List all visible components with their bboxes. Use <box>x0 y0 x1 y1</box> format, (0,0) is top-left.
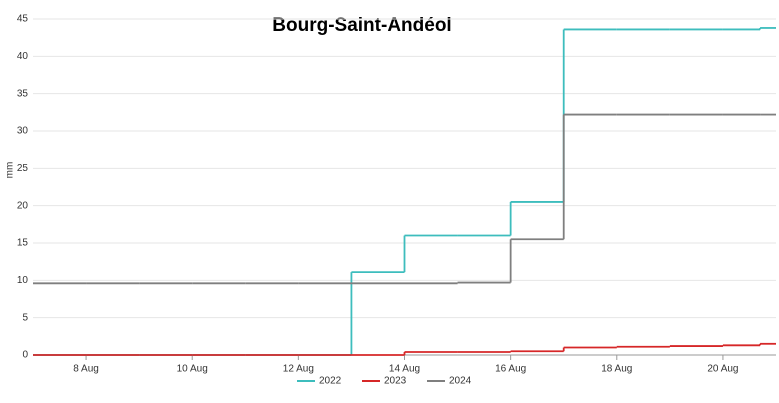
chart-title: Bourg-Saint-Andéol <box>272 15 451 36</box>
y-tick-label: 20 <box>17 200 29 211</box>
y-tick-label: 10 <box>17 275 29 286</box>
x-tick-label: 10 Aug <box>177 364 208 375</box>
y-tick-label: 35 <box>17 88 29 99</box>
y-tick-label: 40 <box>17 51 29 62</box>
x-tick-label: 8 Aug <box>73 364 99 375</box>
y-tick-label: 25 <box>17 163 29 174</box>
x-tick-label: 20 Aug <box>707 364 738 375</box>
y-tick-label: 30 <box>17 126 29 137</box>
x-tick-label: 12 Aug <box>283 364 314 375</box>
legend-label: 2023 <box>384 376 407 387</box>
x-tick-label: 14 Aug <box>389 364 420 375</box>
y-tick-label: 0 <box>22 350 28 361</box>
y-tick-label: 45 <box>17 14 29 25</box>
y-tick-label: 15 <box>17 238 29 249</box>
legend-label: 2022 <box>319 376 342 387</box>
y-tick-label: 5 <box>22 312 28 323</box>
y-axis-label: mm <box>5 162 16 179</box>
legend-label: 2024 <box>449 376 472 387</box>
x-tick-label: 16 Aug <box>495 364 526 375</box>
x-tick-label: 18 Aug <box>601 364 632 375</box>
